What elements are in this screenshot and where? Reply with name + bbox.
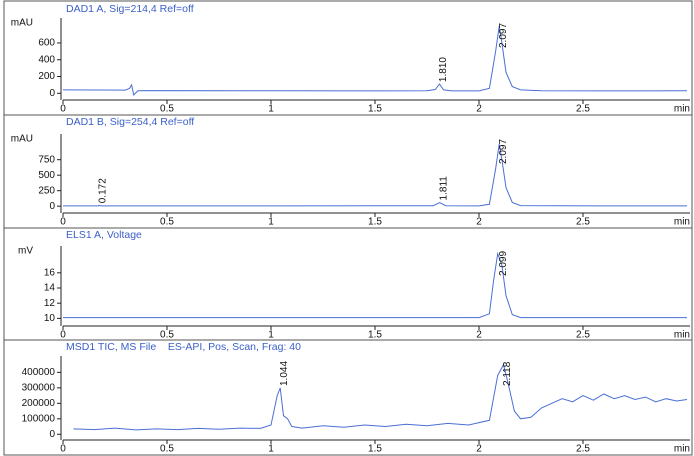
x-tick-label: 2 — [476, 217, 482, 228]
panel-frame — [3, 0, 693, 116]
panel-frame — [3, 114, 693, 229]
x-tick-label: 2 — [476, 330, 482, 341]
trace — [62, 26, 688, 97]
y-tick-label: 0 — [49, 429, 55, 440]
x-tick-label: 1 — [268, 330, 274, 341]
peak-label: 2.097 — [498, 23, 509, 48]
x-tick-label: 1.5 — [368, 330, 382, 341]
y-tick-label: 400000 — [22, 367, 56, 378]
y-unit: mAU — [11, 18, 33, 29]
peak-label: 2.099 — [498, 251, 509, 276]
x-tick-label: 2.5 — [576, 217, 590, 228]
y-tick-label: 200000 — [22, 398, 56, 409]
x-tick-label: 2.5 — [576, 330, 590, 341]
x-tick-label: 2.5 — [576, 104, 590, 115]
x-tick-label: 2 — [476, 104, 482, 115]
peak-label: 1.044 — [279, 361, 290, 386]
y-tick-label: 200 — [38, 71, 55, 82]
x-tick-label: 2.5 — [576, 444, 590, 455]
x-tick-label: 1.5 — [368, 104, 382, 115]
y-tick-label: 10 — [44, 313, 56, 324]
x-unit: min — [674, 330, 690, 341]
panel-title: ELS1 A, Voltage — [66, 229, 142, 241]
x-unit: min — [674, 217, 690, 228]
y-tick-label: 12 — [44, 298, 56, 309]
peak-label: 0.172 — [97, 178, 108, 203]
y-tick-label: 0 — [49, 88, 55, 99]
peak-label: 1.810 — [438, 57, 449, 82]
x-tick-label: 1.5 — [368, 217, 382, 228]
x-tick-label: 0.5 — [160, 104, 174, 115]
peak-label: 1.811 — [438, 176, 449, 201]
x-tick-label: 0 — [60, 330, 66, 341]
x-tick-label: 0 — [60, 444, 66, 455]
y-tick-label: 600 — [38, 38, 55, 49]
y-unit: mAU — [11, 134, 33, 145]
y-tick-label: 400 — [38, 54, 55, 65]
panel-frame — [3, 339, 693, 456]
panel-title: MSD1 TIC, MS File ES-API, Pos, Scan, Fra… — [66, 341, 301, 353]
trace — [63, 144, 687, 207]
x-tick-label: 0.5 — [160, 330, 174, 341]
y-tick-label: 750 — [38, 154, 55, 165]
panel-title: DAD1 B, Sig=254,4 Ref=off — [66, 116, 194, 128]
peak-label: 2.118 — [502, 361, 513, 386]
x-tick-label: 2 — [476, 444, 482, 455]
x-tick-label: 1 — [268, 104, 274, 115]
x-unit: min — [674, 104, 690, 115]
trace — [63, 251, 687, 319]
panel-title: DAD1 A, Sig=214,4 Ref=off — [66, 3, 194, 15]
y-tick-label: 14 — [44, 283, 56, 294]
y-tick-label: 16 — [44, 267, 56, 278]
y-tick-label: 100000 — [22, 413, 56, 424]
y-tick-label: 250 — [38, 185, 55, 196]
trace — [73, 363, 688, 431]
y-unit: mV — [18, 246, 33, 257]
x-tick-label: 1 — [268, 444, 274, 455]
x-tick-label: 0 — [60, 217, 66, 228]
panel-frame — [3, 227, 693, 341]
peak-label: 2.097 — [498, 139, 509, 164]
x-tick-label: 0 — [60, 104, 66, 115]
x-tick-label: 0.5 — [160, 217, 174, 228]
x-tick-label: 0.5 — [160, 444, 174, 455]
x-tick-label: 1 — [268, 217, 274, 228]
y-tick-label: 500 — [38, 170, 55, 181]
x-tick-label: 1.5 — [368, 444, 382, 455]
y-tick-label: 0 — [49, 201, 55, 212]
y-tick-label: 300000 — [22, 382, 56, 393]
x-unit: min — [674, 444, 690, 455]
